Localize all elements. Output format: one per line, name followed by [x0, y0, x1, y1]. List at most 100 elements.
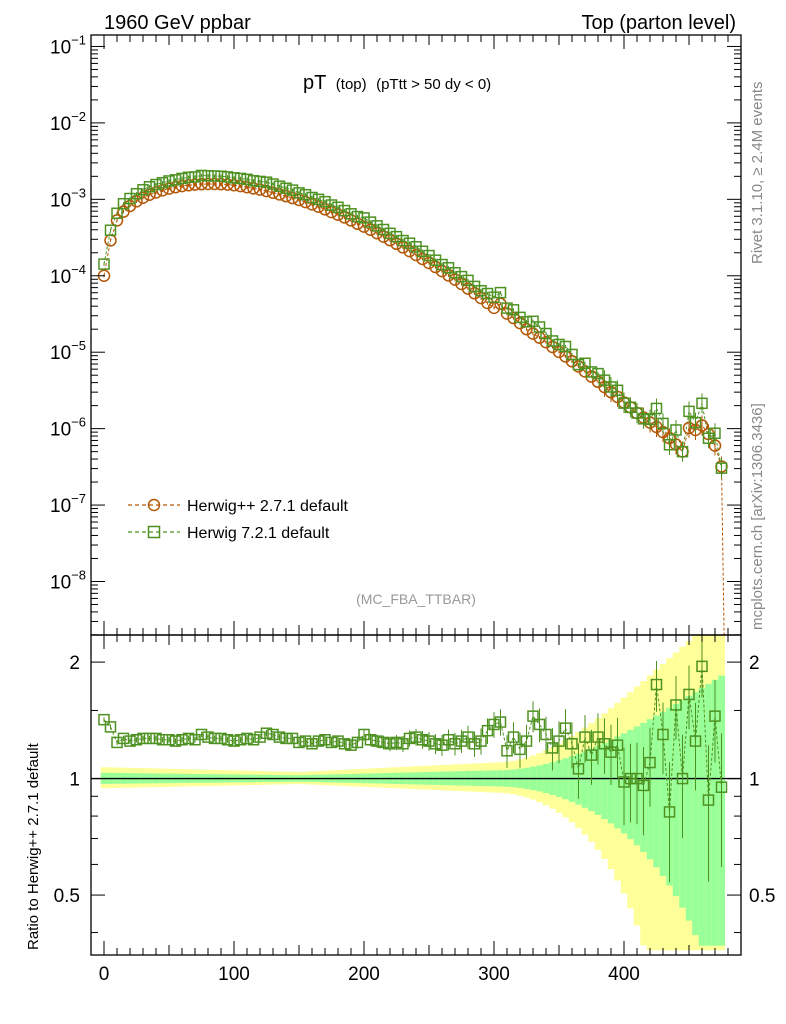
ratio-tick-label-right: 2 — [749, 653, 760, 674]
ratio-point-herwig7 — [592, 731, 604, 743]
ratio-point-herwig7 — [416, 733, 429, 746]
analysis-label: (MC_FBA_TTBAR) — [356, 591, 476, 607]
main-point-herwig7 — [592, 367, 604, 380]
ratio-series — [98, 640, 728, 883]
ratio-point-herwig7 — [709, 710, 721, 722]
main-point-herwig7 — [390, 230, 403, 243]
ratio-point-herwig7 — [319, 733, 331, 746]
ratio-point-herwig7 — [553, 735, 565, 747]
main-point-herwigpp — [195, 177, 208, 191]
main-point-herwigpp — [695, 419, 709, 432]
ratio-point-herwig7 — [449, 738, 461, 750]
y-tick-label: 10−1 — [50, 32, 86, 58]
ratio-point-herwig7 — [156, 733, 169, 746]
main-point-herwigpp — [377, 230, 390, 243]
ratio-point-herwig7 — [150, 732, 162, 745]
main-point-herwig7 — [195, 169, 208, 182]
main-point-herwig7 — [280, 182, 292, 194]
ratio-point-herwig7 — [182, 732, 195, 745]
main-point-herwigpp — [214, 177, 228, 191]
ratio-point-herwig7 — [345, 739, 357, 751]
main-point-herwigpp — [442, 269, 455, 282]
rivet-label: Rivet 3.1.10, ≥ 2.4M events — [749, 82, 766, 265]
main-point-herwig7 — [449, 267, 461, 279]
main-point-herwigpp — [520, 322, 533, 336]
x-tick-label: 300 — [478, 964, 510, 985]
ratio-point-herwig7 — [280, 732, 292, 745]
ratio-point-herwig7 — [585, 749, 598, 761]
main-point-herwigpp — [123, 199, 137, 213]
ratio-point-herwig7 — [410, 731, 422, 743]
ratio-point-herwig7 — [520, 735, 533, 747]
main-frame — [90, 34, 742, 636]
ratio-point-herwig7 — [137, 732, 149, 745]
main-point-herwigpp — [240, 180, 254, 194]
main-point-herwig7 — [228, 172, 240, 184]
main-point-herwig7 — [377, 223, 390, 236]
main-point-herwigpp — [247, 182, 260, 195]
main-point-herwig7 — [540, 327, 552, 340]
ratio-point-herwig7 — [215, 732, 227, 745]
ratio-tick-label-left: 0.5 — [54, 886, 80, 907]
band-green — [581, 751, 589, 808]
ratio-tick-label-left: 2 — [69, 653, 80, 674]
main-point-herwig7 — [371, 220, 383, 232]
main-point-herwigpp — [188, 178, 202, 191]
ratio-point-herwig7 — [644, 756, 656, 769]
main-point-herwig7 — [696, 397, 708, 410]
main-point-herwigpp — [279, 189, 293, 203]
main-point-herwig7 — [605, 381, 617, 393]
main-point-herwig7 — [637, 413, 650, 425]
ratio-point-herwig7 — [702, 794, 715, 806]
main-point-herwig7 — [208, 170, 221, 182]
ratio-point-herwig7 — [442, 733, 455, 746]
band-green — [601, 742, 609, 819]
y-tick-label: 10−7 — [50, 491, 86, 517]
main-point-herwig7 — [481, 287, 494, 300]
main-point-herwigpp — [351, 217, 364, 230]
band-green — [653, 715, 661, 868]
main-point-herwig7 — [670, 424, 682, 436]
ratio-point-herwig7 — [124, 735, 136, 747]
ratio-tick-label-left: 1 — [69, 770, 80, 791]
main-point-herwigpp — [162, 182, 176, 195]
main-point-herwig7 — [644, 413, 656, 426]
ratio-point-herwig7 — [429, 738, 442, 750]
y-tick-label: 10−8 — [50, 567, 86, 593]
ratio-y-label: Ratio to Herwig++ 2.7.1 default — [25, 742, 42, 950]
ratio-point-herwig7 — [332, 735, 344, 747]
y-tick-label: 10−6 — [50, 415, 86, 441]
title-sub1: (top) — [336, 76, 367, 93]
band-green — [614, 736, 622, 829]
main-point-herwigpp — [234, 179, 247, 193]
ratio-point-herwig7 — [234, 733, 247, 746]
ratio-point-herwig7 — [572, 763, 585, 775]
ratio-tick-label-right: 1 — [749, 770, 760, 791]
main-point-herwig7 — [598, 374, 611, 386]
main-point-herwig7 — [98, 258, 110, 270]
main-point-herwig7 — [618, 397, 630, 409]
mcplots-label: mcplots.cern.ch [arXiv:1306.3436] — [749, 403, 766, 630]
main-point-herwigpp — [273, 188, 286, 201]
main-point-herwig7 — [299, 188, 312, 201]
ratio-point-herwig7 — [351, 736, 364, 749]
header-left: 1960 GeV ppbar — [104, 12, 251, 34]
main-point-herwig7 — [585, 366, 598, 378]
main-point-herwig7 — [436, 258, 448, 271]
ratio-point-herwig7 — [325, 736, 338, 749]
ratio-point-herwig7 — [683, 688, 695, 701]
ratio-point-herwig7 — [566, 738, 578, 750]
ratio-point-herwig7 — [241, 732, 253, 745]
ratio-point-herwig7 — [501, 745, 513, 757]
legend: Herwig++ 2.7.1 default Herwig 7.2.1 defa… — [128, 498, 349, 542]
main-point-herwig7 — [241, 173, 253, 186]
ratio-point-herwig7 — [507, 731, 520, 743]
ratio-point-herwig7 — [696, 660, 708, 673]
ratio-point-herwig7 — [293, 736, 305, 749]
legend-label-herwig7: Herwig 7.2.1 default — [187, 525, 330, 542]
band-green — [685, 696, 693, 921]
main-point-herwigpp — [208, 177, 221, 191]
x-tick-label: 100 — [218, 964, 250, 985]
main-point-herwig7 — [559, 340, 572, 353]
